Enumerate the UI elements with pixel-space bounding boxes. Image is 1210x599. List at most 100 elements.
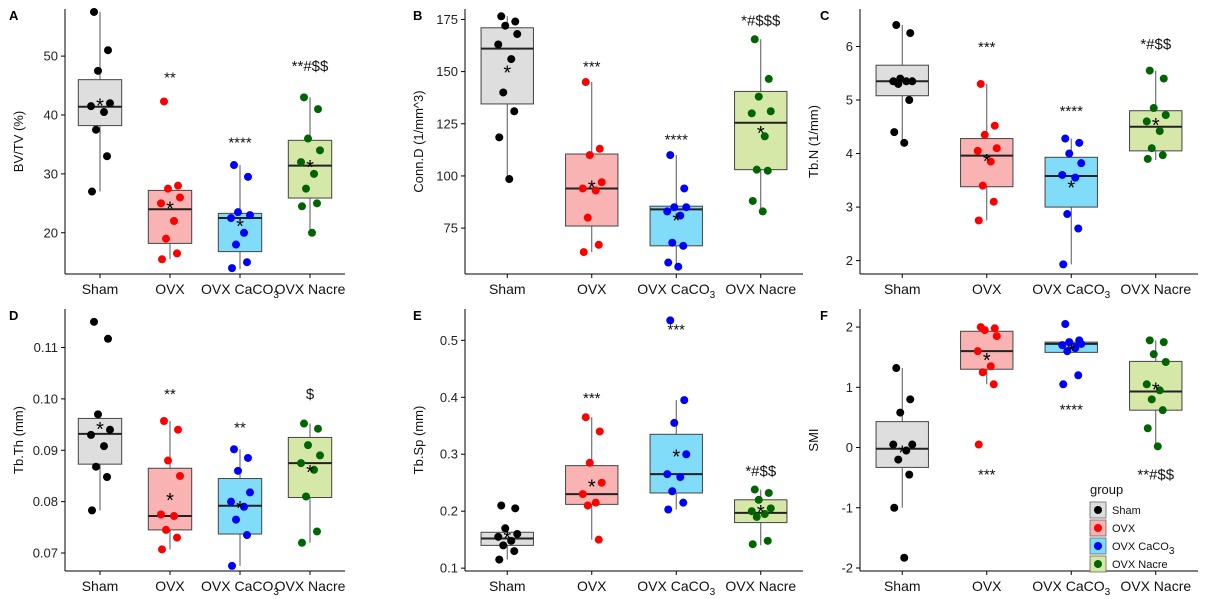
data-point xyxy=(244,453,252,462)
data-point xyxy=(905,96,914,105)
data-point xyxy=(992,144,1001,153)
data-point xyxy=(232,240,240,249)
significance-label: *** xyxy=(583,59,601,76)
data-point xyxy=(507,536,516,545)
box-iqr xyxy=(287,139,333,199)
data-point xyxy=(94,66,102,75)
data-point xyxy=(670,203,679,212)
y-tick-label: 0.08 xyxy=(33,494,58,509)
data-point xyxy=(316,146,324,155)
box-ovx: **** xyxy=(960,39,1014,225)
legend-label: Sham xyxy=(1112,505,1141,517)
panel-letter: E xyxy=(413,308,422,323)
data-point xyxy=(990,324,999,333)
data-point xyxy=(298,202,306,211)
data-point xyxy=(906,29,915,38)
significance-label: *#$$ xyxy=(1140,36,1172,53)
data-point xyxy=(682,450,691,459)
data-point xyxy=(666,316,675,325)
x-tick-label: OVX CaCO3 xyxy=(637,578,715,598)
data-point xyxy=(760,132,769,141)
data-point xyxy=(243,258,251,267)
y-axis-label: Tb.N (1/mm) xyxy=(806,105,821,178)
data-point xyxy=(313,527,321,536)
data-point xyxy=(497,12,506,21)
mean-marker: * xyxy=(1152,380,1160,402)
data-point xyxy=(157,510,165,519)
data-point xyxy=(1145,66,1154,75)
box-sham: * xyxy=(480,501,534,564)
data-point xyxy=(900,138,909,147)
data-point xyxy=(752,512,761,521)
box-iqr xyxy=(217,212,263,253)
data-point xyxy=(497,501,506,510)
legend-point xyxy=(1094,506,1102,514)
data-point xyxy=(1058,341,1067,350)
significance-label: *** xyxy=(978,467,996,484)
x-tick-label: OVX xyxy=(577,281,607,297)
data-point xyxy=(760,510,769,519)
data-point xyxy=(243,531,251,540)
data-point xyxy=(1143,424,1152,433)
data-point xyxy=(304,441,312,450)
box-ovx: **** xyxy=(565,59,619,257)
x-tick-label: OVX Nacre xyxy=(275,281,346,297)
data-point xyxy=(594,535,603,544)
data-point xyxy=(680,396,689,405)
data-point xyxy=(244,172,252,181)
mean-marker: * xyxy=(757,502,765,524)
data-point xyxy=(974,216,983,225)
data-point xyxy=(87,430,95,439)
data-point xyxy=(758,207,767,216)
y-tick-label: 0.5 xyxy=(440,333,458,348)
data-point xyxy=(173,249,181,258)
data-point xyxy=(748,540,757,549)
x-tick-label: OVX Nacre xyxy=(1120,281,1191,297)
y-tick-label: 1 xyxy=(846,380,853,395)
box-iqr xyxy=(565,153,619,227)
mean-marker: * xyxy=(588,177,596,199)
significance-label: *** xyxy=(667,322,685,339)
data-point xyxy=(666,151,675,160)
x-tick-label: OVX CaCO3 xyxy=(201,281,279,301)
data-point xyxy=(230,445,238,454)
box-iqr xyxy=(565,465,619,505)
data-point xyxy=(176,471,184,480)
data-point xyxy=(314,424,322,433)
y-tick-label: 3 xyxy=(846,200,853,215)
box-iqr xyxy=(649,205,703,247)
data-point xyxy=(1147,395,1156,404)
y-tick-label: 20 xyxy=(44,225,58,240)
data-point xyxy=(896,408,905,417)
panel-letter: B xyxy=(413,8,422,23)
mean-marker: * xyxy=(983,350,991,372)
data-point xyxy=(316,451,324,460)
mean-marker: * xyxy=(166,490,174,512)
data-point xyxy=(1159,338,1168,347)
y-tick-label: 0.10 xyxy=(33,391,58,406)
significance-label: **** xyxy=(1060,103,1084,120)
significance-label: ** xyxy=(164,70,176,87)
data-point xyxy=(302,184,310,193)
data-point xyxy=(92,125,100,134)
data-point xyxy=(974,440,983,449)
legend-label: OVX CaCO3 xyxy=(1112,541,1175,557)
box-iqr xyxy=(960,138,1014,188)
data-point xyxy=(754,495,763,504)
mean-marker: * xyxy=(1067,178,1075,200)
data-point xyxy=(594,240,603,249)
x-tick-label: Sham xyxy=(884,578,921,594)
data-point xyxy=(170,512,178,521)
box-ovx-nacre: * *#$$$ xyxy=(734,13,788,216)
data-point xyxy=(300,419,308,428)
data-point xyxy=(176,193,184,202)
data-point xyxy=(495,133,504,142)
data-point xyxy=(581,78,590,87)
data-point xyxy=(494,40,503,49)
data-point xyxy=(513,529,522,538)
data-point xyxy=(748,196,757,205)
data-point xyxy=(157,199,165,208)
data-point xyxy=(763,536,772,545)
box-sham: * xyxy=(77,317,123,515)
